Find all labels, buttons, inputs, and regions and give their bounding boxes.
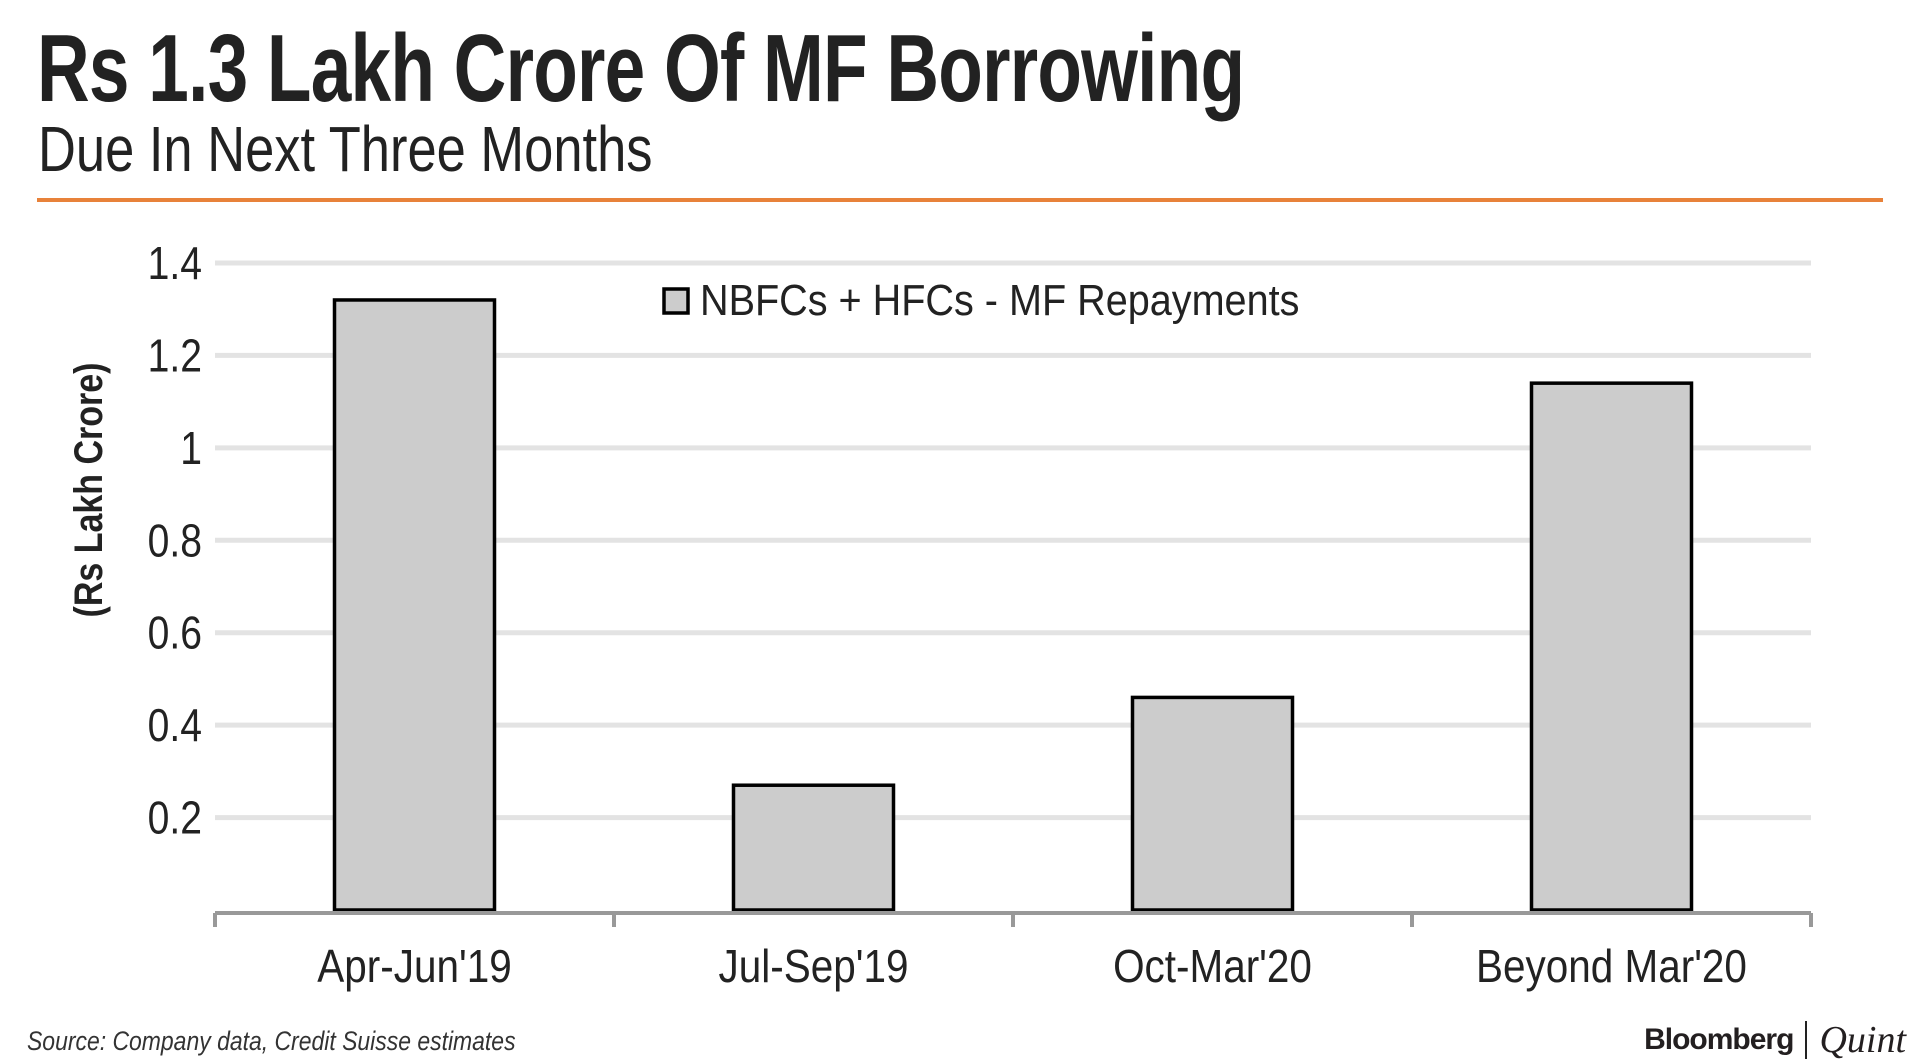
bloombergquint-logo: Bloomberg Quint: [1644, 1018, 1906, 1062]
logo-bloomberg: Bloomberg: [1644, 1023, 1794, 1056]
bar-beyond-mar-20: [1529, 381, 1694, 912]
x-tick-label: Apr-Jun'19: [317, 942, 511, 993]
legend-swatch: [662, 287, 690, 315]
bar-jul-sep-19: [731, 783, 896, 912]
legend-label: NBFCs + HFCs - MF Repayments: [700, 275, 1299, 324]
bar-oct-mar-20: [1130, 695, 1295, 912]
accent-divider: [37, 198, 1883, 202]
y-tick-label: 1: [180, 423, 202, 475]
bar-apr-jun-19: [332, 298, 497, 912]
y-tick-label: 1.2: [148, 330, 202, 382]
y-tick-label: 0.2: [148, 793, 202, 845]
x-tick-label: Jul-Sep'19: [719, 942, 909, 993]
logo-quint: Quint: [1819, 1019, 1906, 1061]
logo-separator: [1805, 1021, 1808, 1059]
chart-subtitle: Due In Next Three Months: [38, 113, 653, 185]
y-tick-label: 0.4: [148, 700, 202, 752]
y-tick-label: 0.8: [148, 515, 202, 567]
x-tick-label: Beyond Mar'20: [1476, 942, 1747, 993]
y-tick-label: 1.4: [148, 238, 202, 290]
y-tick-label: 0.6: [148, 608, 202, 660]
chart-title: Rs 1.3 Lakh Crore Of MF Borrowing: [37, 15, 1245, 122]
source-note: Source: Company data, Credit Suisse esti…: [27, 1026, 516, 1056]
y-axis-label: (Rs Lakh Crore): [65, 363, 110, 618]
x-tick-label: Oct-Mar'20: [1113, 942, 1312, 993]
